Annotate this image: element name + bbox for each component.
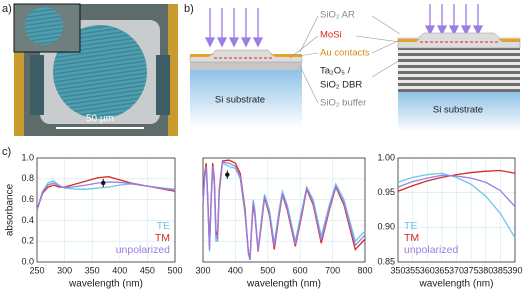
layer-diagram-left: Si substrate	[189, 8, 303, 128]
x-tick-label: 400	[228, 265, 243, 275]
y-tick-label: 1.00	[377, 152, 395, 162]
panel-label: c)	[2, 146, 11, 158]
series-line	[397, 172, 516, 239]
y-tick-label: 0.85	[377, 256, 395, 266]
y-tick-label: 0.0	[21, 256, 34, 266]
series-line	[397, 169, 516, 192]
series-line	[202, 161, 366, 261]
label-mosi: MoSi	[320, 30, 342, 41]
y-tick-label: 0.8	[21, 173, 34, 183]
x-tick-label: 500	[167, 265, 182, 275]
micrograph: 50 µm	[13, 3, 178, 136]
x-tick-label: 385	[493, 265, 508, 275]
y-tick-label: 1.0	[21, 152, 34, 162]
x-axis-label: wavelength (nm)	[68, 279, 143, 290]
substrate-label: Si substrate	[433, 105, 483, 116]
x-tick-label: 390	[507, 265, 522, 275]
x-tick-label: 300	[195, 265, 210, 275]
label-sio2-dbr: SiO₂ DBR	[320, 80, 362, 91]
y-tick-label: 0.2	[21, 236, 34, 246]
x-tick-label: 365	[434, 265, 449, 275]
panel-label: a)	[2, 3, 12, 15]
x-tick-label: 380	[478, 265, 493, 275]
y-axis-label: absorbance	[5, 183, 16, 236]
layer-diagram-right: Si substrate	[397, 4, 521, 132]
x-tick-label: 250	[29, 265, 44, 275]
x-tick-label: 370	[449, 265, 464, 275]
data-point	[101, 180, 106, 186]
scale-bar-label: 50 µm	[86, 114, 114, 125]
x-tick-label: 400	[112, 265, 127, 275]
x-axis-label: wavelength (nm)	[419, 279, 494, 290]
label-ta2o5: Ta₂O₅ /	[320, 66, 351, 77]
y-tick-label: 0.90	[377, 222, 395, 232]
legend-entry: unpolarized	[404, 244, 458, 256]
y-tick-label: 0.6	[21, 194, 34, 204]
leader-lines	[289, 15, 401, 104]
legend-entry: TE	[404, 220, 417, 232]
x-tick-label: 450	[140, 265, 155, 275]
substrate-label: Si substrate	[215, 95, 265, 106]
label-sio2-ar: SiO₂ AR	[320, 10, 355, 21]
data-point	[225, 172, 230, 177]
label-au-contacts: Au contacts	[320, 48, 370, 59]
x-tick-label: 350	[390, 265, 405, 275]
legend-entry: TM	[155, 232, 170, 244]
panel-label: b)	[184, 3, 194, 15]
label-sio2-buffer: SiO₂ buffer	[320, 98, 366, 109]
x-tick-label: 300	[57, 265, 72, 275]
x-tick-label: 350	[85, 265, 100, 275]
x-tick-label: 500	[260, 265, 275, 275]
x-axis-label: wavelength (nm)	[246, 279, 321, 290]
y-tick-label: 0.4	[21, 215, 34, 225]
x-tick-label: 375	[464, 265, 479, 275]
legend-entry: TM	[404, 232, 419, 244]
legend-entry: unpolarized	[116, 244, 170, 256]
series-line	[397, 174, 516, 207]
x-tick-label: 700	[325, 265, 340, 275]
x-tick-label: 800	[357, 265, 372, 275]
legend-entry: TE	[157, 220, 170, 232]
axes-frame	[202, 157, 366, 263]
x-tick-label: 360	[420, 265, 435, 275]
x-tick-label: 355	[405, 265, 420, 275]
x-tick-label: 600	[293, 265, 308, 275]
axes-frame	[397, 157, 516, 263]
y-tick-label: 0.95	[377, 187, 395, 197]
series-line	[36, 181, 176, 211]
